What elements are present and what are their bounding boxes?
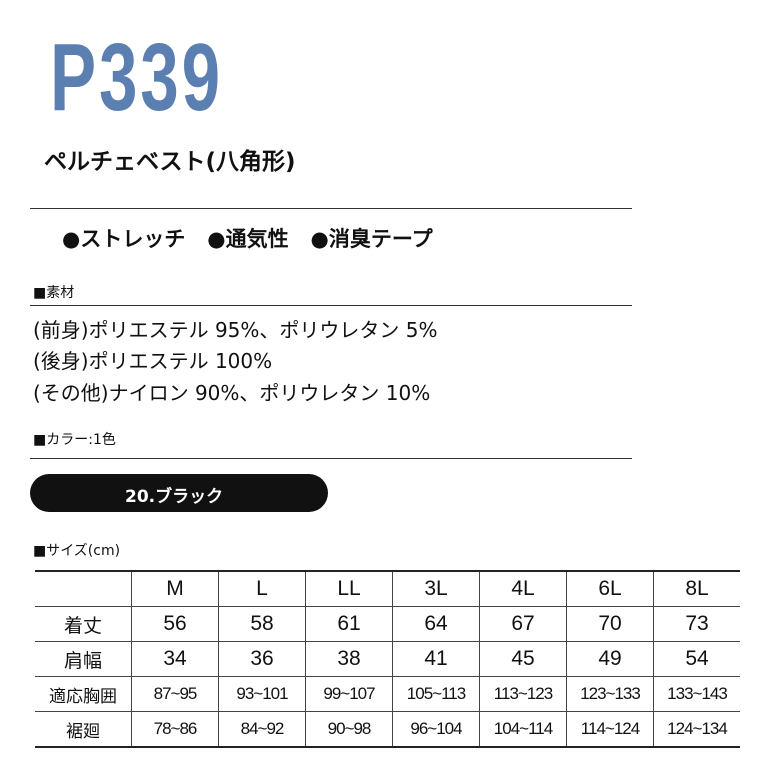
table-cell: 99~107 [305,676,393,712]
feature: ●ストレッチ [62,227,186,251]
table-row: 裾廻 78~86 84~92 90~98 96~104 104~114 114~124 124… [35,711,740,748]
material-line: (その他)ナイロン 90%、ポリウレタン 10% [33,381,431,405]
row-header: 裾廻 [35,711,132,748]
table-cell: 90~98 [305,711,393,748]
table-cell: 84~92 [218,711,306,748]
column-header: LL [305,570,393,607]
feature: ●消臭テープ [310,227,433,251]
table-row: 肩幅 34 36 38 41 45 49 54 [35,641,740,677]
size-label: ■サイズ(cm) [33,543,121,559]
feature: ●通気性 [207,227,289,251]
table-cell: 67 [479,606,567,642]
column-header: 8L [653,570,740,607]
table-cell: 36 [218,641,306,677]
feature-list: ●ストレッチ ●通気性 ●消臭テープ [62,223,433,253]
column-header: 3L [392,570,480,607]
size-table: M L LL 3L 4L 6L 8L 着丈 56 58 61 64 67 70 73 肩幅 34 36 38 41 45… [35,570,740,748]
table-cell: 93~101 [218,676,306,712]
table-cell: 114~124 [566,711,654,748]
table-cell: 87~95 [131,676,219,712]
table-row: 着丈 56 58 61 64 67 70 73 [35,606,740,642]
table-cell: 73 [653,606,740,642]
column-header [35,570,132,607]
color-swatch-black: 20.ブラック [30,474,328,512]
table-cell: 49 [566,641,654,677]
product-name: ペルチェベスト(八角形) [44,149,296,175]
color-name: 20.ブラック [125,487,224,507]
table-cell: 54 [653,641,740,677]
table-cell: 41 [392,641,480,677]
divider [30,208,632,209]
column-header: 4L [479,570,567,607]
table-cell: 96~104 [392,711,480,748]
table-cell: 113~123 [479,676,567,712]
table-cell: 78~86 [131,711,219,748]
table-cell: 34 [131,641,219,677]
row-header: 着丈 [35,606,132,642]
row-header: 肩幅 [35,641,132,677]
row-header: 適応胸囲 [35,676,132,712]
table-row: 適応胸囲 87~95 93~101 99~107 105~113 113~123 123~1… [35,676,740,712]
table-header-row: M L LL 3L 4L 6L 8L [35,570,740,607]
divider [30,305,632,306]
table-cell: 61 [305,606,393,642]
material-line: (後身)ポリエステル 100% [33,349,273,373]
column-header: L [218,570,306,607]
material-label: ■素材 [33,285,75,301]
column-header: M [131,570,219,607]
table-cell: 64 [392,606,480,642]
table-cell: 38 [305,641,393,677]
table-cell: 105~113 [392,676,480,712]
column-header: 6L [566,570,654,607]
table-cell: 124~134 [653,711,740,748]
product-code: P339 [50,24,223,131]
table-cell: 70 [566,606,654,642]
table-cell: 45 [479,641,567,677]
table-cell: 56 [131,606,219,642]
table-cell: 58 [218,606,306,642]
divider [30,458,632,459]
table-cell: 123~133 [566,676,654,712]
table-cell: 133~143 [653,676,740,712]
table-cell: 104~114 [479,711,567,748]
material-line: (前身)ポリエステル 95%、ポリウレタン 5% [33,318,438,342]
color-label: ■カラー:1色 [33,432,116,448]
